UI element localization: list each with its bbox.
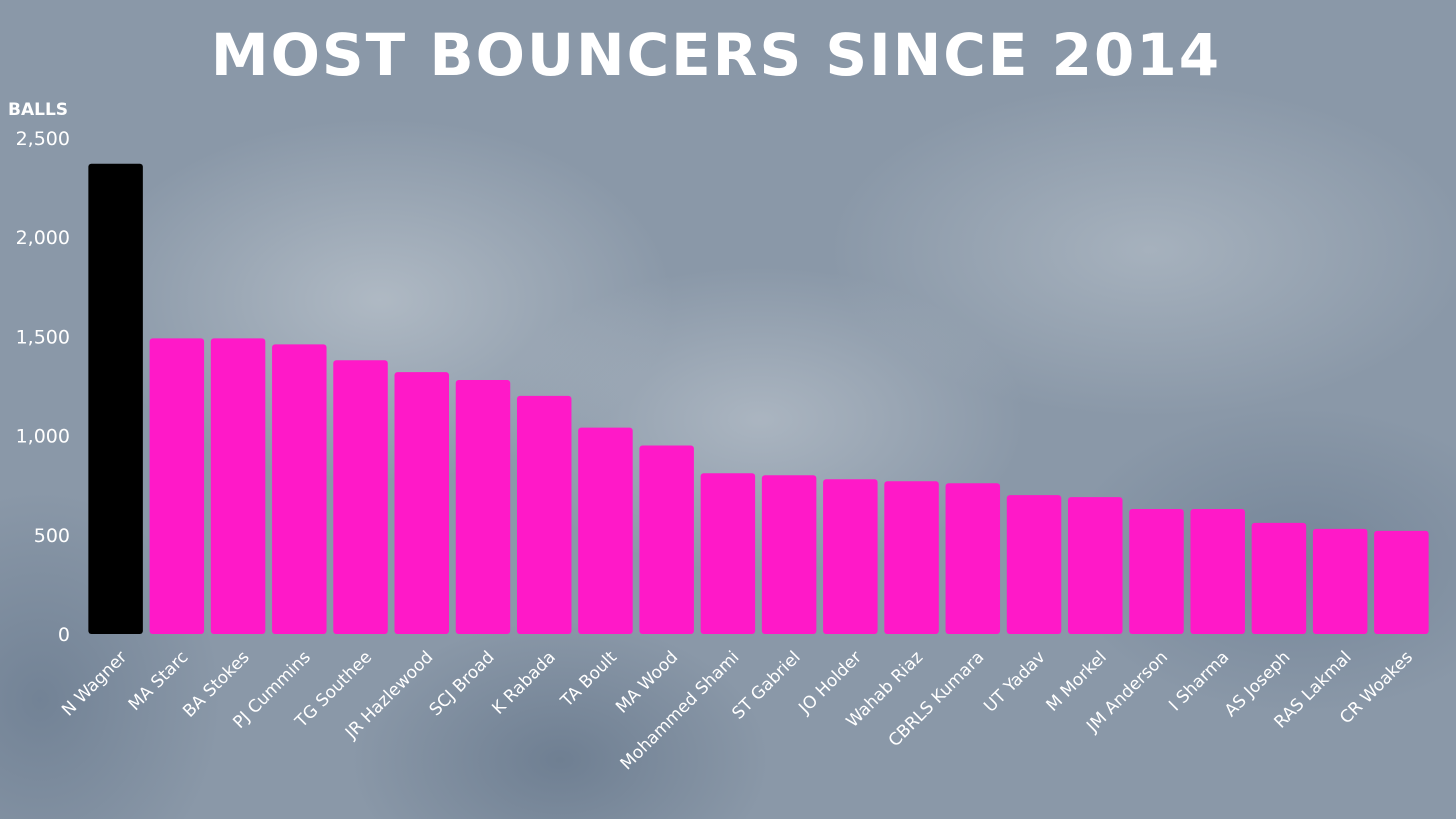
x-tick-label: SCJ Broad — [426, 647, 499, 720]
bar — [1251, 522, 1307, 634]
y-axis-ticks: 0 500 1,000 1,500 2,000 2,500 — [16, 128, 70, 646]
bar — [272, 344, 327, 634]
bar — [1129, 509, 1184, 634]
bar — [639, 445, 694, 634]
bar — [578, 427, 633, 634]
x-tick-label: K Rabada — [488, 647, 559, 718]
x-tick-label: UT Yadav — [980, 647, 1049, 716]
y-tick-label: 2,000 — [16, 227, 70, 249]
bar — [823, 479, 878, 634]
bar — [884, 481, 939, 634]
y-axis-label: BALLS — [8, 100, 68, 120]
bars — [88, 163, 1429, 635]
bar — [1374, 530, 1429, 634]
y-tick-label: 1,000 — [16, 426, 70, 448]
chart-title: MOST BOUNCERS SINCE 2014 — [211, 21, 1221, 89]
bar — [1068, 497, 1123, 634]
bar — [516, 395, 572, 634]
bar — [455, 380, 511, 634]
y-tick-label: 0 — [58, 624, 70, 646]
y-tick-label: 500 — [34, 525, 70, 547]
bar — [945, 483, 1001, 634]
bar — [1190, 509, 1245, 634]
y-tick-label: 1,500 — [16, 326, 70, 348]
bar — [210, 338, 266, 634]
x-tick-label: TA Boult — [556, 647, 621, 712]
y-tick-label: 2,500 — [16, 128, 70, 150]
bar — [149, 338, 205, 634]
bar — [761, 475, 817, 634]
bar — [1312, 528, 1368, 634]
x-tick-label: Mohammed Shami — [617, 647, 744, 774]
bar — [394, 372, 449, 634]
bar — [88, 163, 143, 635]
bar — [700, 473, 756, 634]
x-tick-label: N Wagner — [58, 647, 131, 720]
bar — [1006, 495, 1062, 634]
bar — [333, 360, 388, 634]
